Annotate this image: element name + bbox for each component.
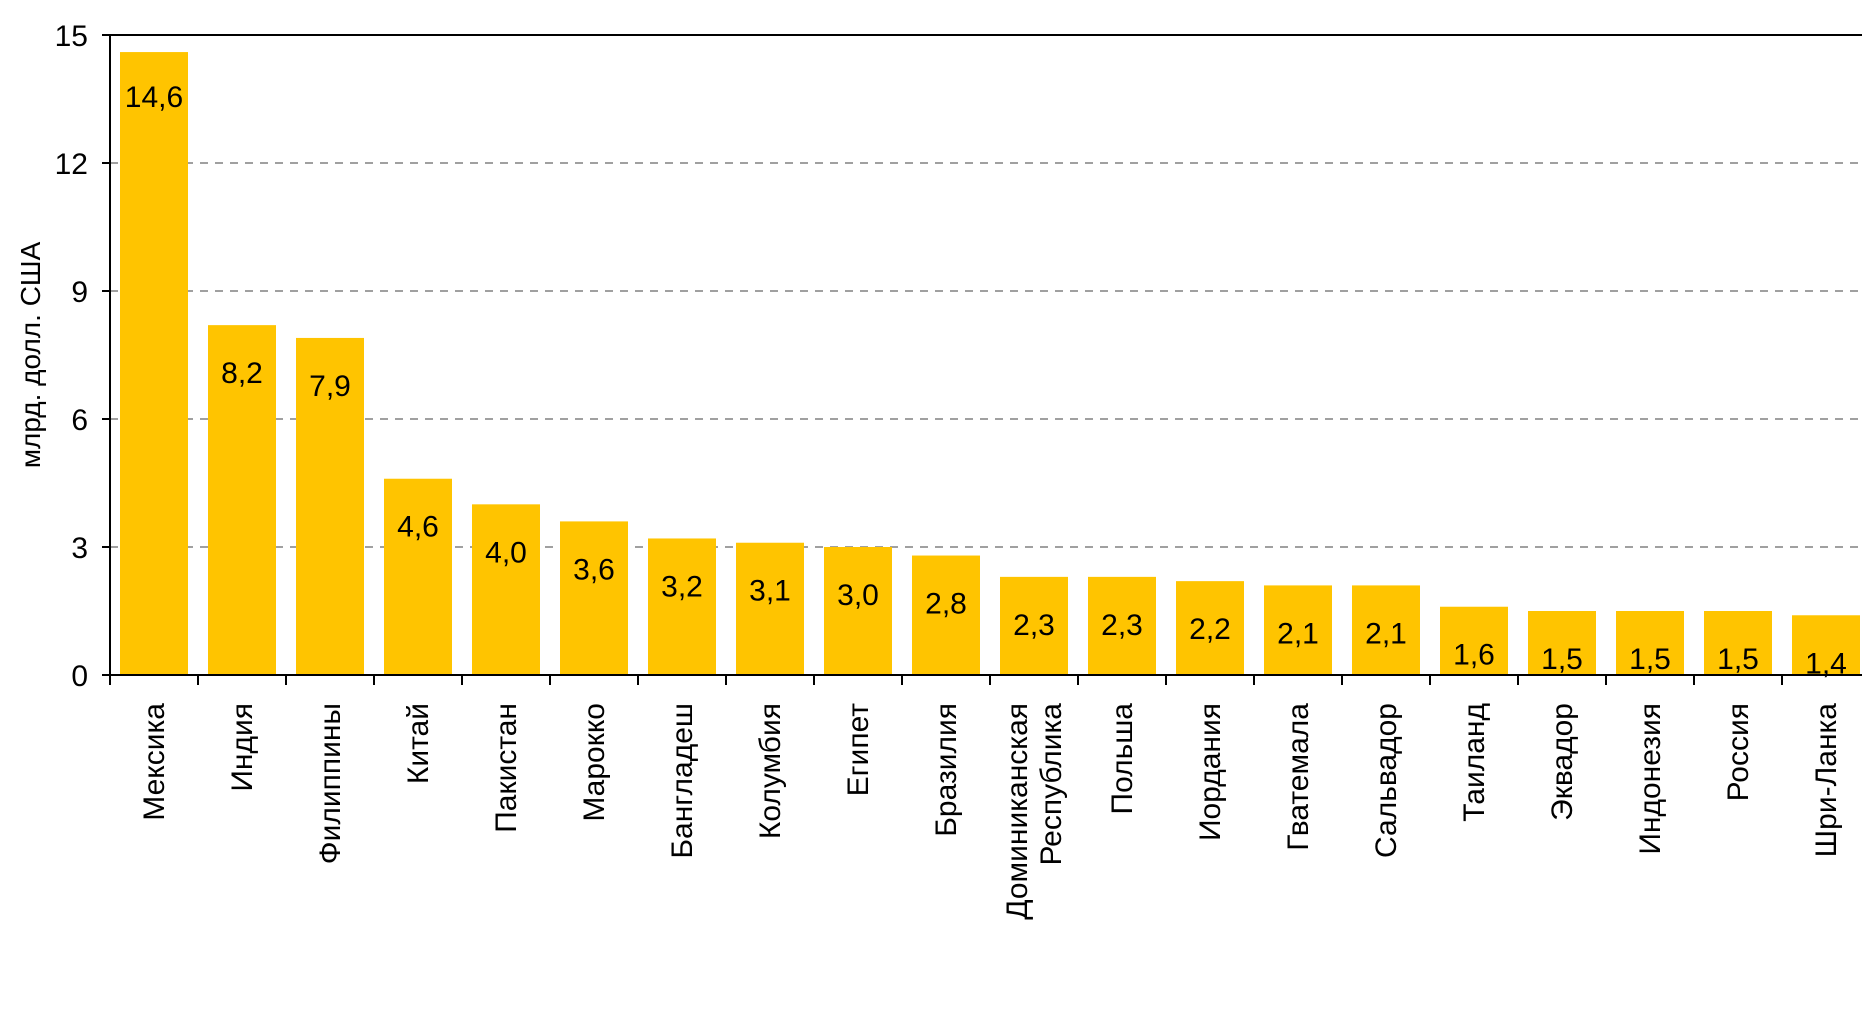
bar-value-label: 3,0 (837, 579, 879, 612)
bar-value-label: 1,5 (1717, 643, 1759, 676)
y-tick-label: 3 (71, 532, 88, 565)
bar-value-label: 4,0 (485, 536, 527, 569)
bar-value-labels: 14,6 8,2 7,9 4,6 4,0 3,6 3,2 3,1 3,0 2,8 2,3 2,3 2,2… (125, 81, 1847, 680)
bar (1176, 581, 1244, 675)
bar (824, 547, 892, 675)
axes (102, 34, 1862, 685)
x-category-label: Марокко (578, 703, 611, 822)
x-category-label: Таиланд (1458, 703, 1491, 822)
bar (120, 52, 188, 676)
bar-value-label: 8,2 (221, 357, 263, 390)
grid-lines (110, 34, 1862, 548)
y-tick-label: 6 (71, 404, 88, 437)
x-category-label: Филиппины (314, 703, 347, 864)
bar (1616, 611, 1684, 675)
bar-value-label: 3,2 (661, 570, 703, 603)
bar-value-label: 2,2 (1189, 613, 1231, 646)
bar (296, 337, 364, 675)
bar (1704, 611, 1772, 675)
y-tick-label: 15 (55, 20, 88, 53)
bar-value-label: 1,6 (1453, 639, 1495, 672)
bar (912, 555, 980, 675)
bar (1352, 585, 1420, 675)
bar (648, 538, 716, 675)
bar-value-label: 3,6 (573, 553, 615, 586)
y-tick-label: 12 (55, 148, 88, 181)
bar (472, 504, 540, 675)
x-category-label: Россия (1722, 703, 1755, 801)
bar (208, 325, 276, 675)
bar-value-label: 1,4 (1805, 647, 1847, 680)
y-tick-label: 9 (71, 276, 88, 309)
bars (120, 52, 1860, 676)
x-category-label: Эквадор (1546, 703, 1579, 821)
bar-value-label: 2,3 (1013, 609, 1055, 642)
x-category-label: Колумбия (754, 703, 787, 839)
x-category-label: Иордания (1194, 703, 1227, 841)
x-category-label: Индонезия (1634, 703, 1667, 855)
bar (736, 542, 804, 675)
bar (560, 521, 628, 675)
bar (1440, 606, 1508, 675)
bar-value-label: 2,8 (925, 588, 967, 621)
bar-value-label: 1,5 (1629, 643, 1671, 676)
bar (384, 478, 452, 675)
bar-value-label: 14,6 (125, 81, 183, 114)
bar-value-label: 2,1 (1365, 617, 1407, 650)
x-category-label: Бразилия (930, 703, 963, 837)
x-category-label: Китай (402, 703, 435, 784)
x-category-label: Мексика (138, 703, 171, 821)
bar (1792, 615, 1860, 675)
bar-value-label: 4,6 (397, 511, 439, 544)
x-category-labels: Мексика Индия Филиппины Китай Пакистан Марокк… (138, 703, 1843, 920)
x-category-label: Индия (226, 703, 259, 792)
bar-value-label: 7,9 (309, 370, 351, 403)
y-tick-labels: 0 3 6 9 12 15 (55, 20, 88, 693)
bar (1000, 576, 1068, 675)
bar (1088, 576, 1156, 675)
bar (1528, 611, 1596, 675)
bar-value-label: 1,5 (1541, 643, 1583, 676)
bar-value-label: 2,1 (1277, 617, 1319, 650)
x-category-label: Пакистан (490, 703, 523, 833)
x-category-label: Гватемала (1282, 703, 1315, 851)
x-category-label: Сальвадор (1370, 703, 1403, 858)
bar-value-label: 2,3 (1101, 609, 1143, 642)
x-category-label: Шри-Ланка (1810, 703, 1843, 858)
bar-value-label: 3,1 (749, 575, 791, 608)
y-axis-title: млрд. долл. США (15, 241, 46, 468)
x-category-label: Бангладеш (666, 703, 699, 859)
bar (1264, 585, 1332, 675)
x-category-label: Египет (842, 703, 875, 797)
x-category-label: ДоминиканскаяРеспублика (1001, 703, 1068, 920)
y-tick-label: 0 (71, 660, 88, 693)
x-category-label: Польша (1106, 703, 1139, 815)
